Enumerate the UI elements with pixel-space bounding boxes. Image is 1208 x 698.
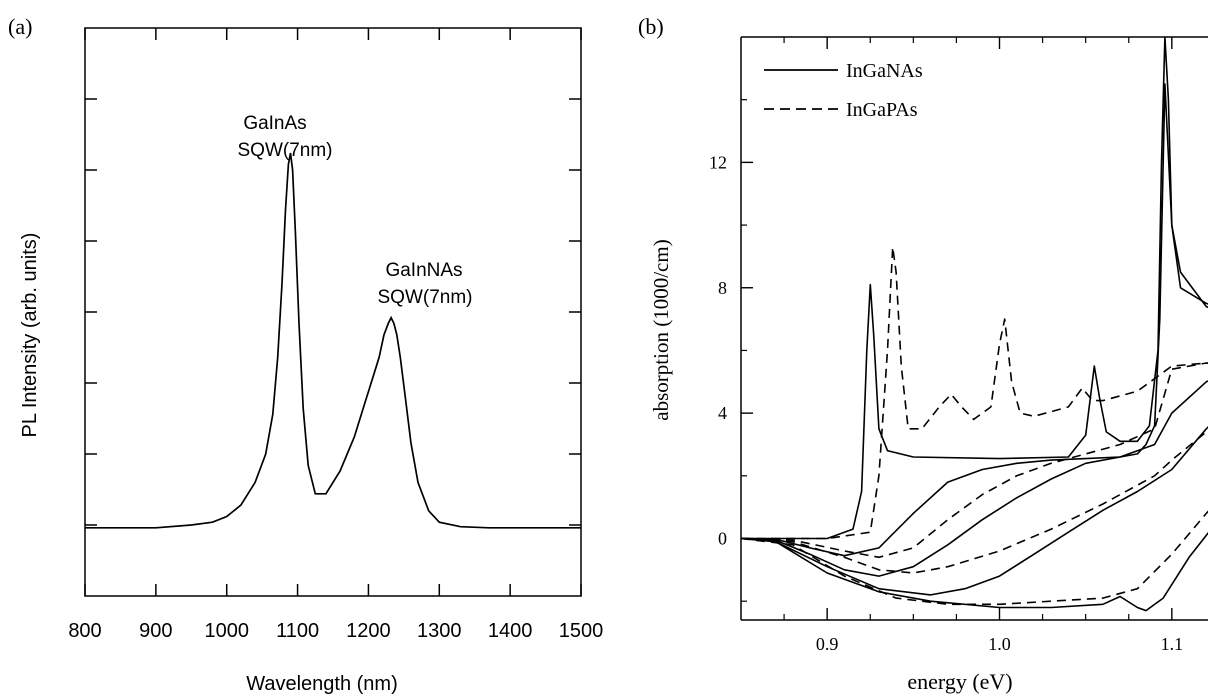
- panel-a-x-axis-label: Wavelength (nm): [246, 673, 398, 695]
- panel-b-x-axis-label: energy (eV): [907, 669, 1012, 694]
- panel-a-annotation-gainnas-2: SQW(7nm): [378, 287, 473, 308]
- panel-b-curve-ingapas: [741, 247, 1208, 539]
- panel-b-curve-ingaanas: [741, 476, 1208, 611]
- panel-a-annotation-gainnas-1: GaInNAs: [385, 260, 462, 281]
- panel-b-curve-ingaanas: [741, 37, 1208, 539]
- panel-a-x-tick-label: 1300: [417, 620, 462, 642]
- panel-b-curve-ingapas: [741, 363, 1208, 557]
- panel-a-x-tick-label: 1100: [276, 620, 319, 642]
- panel-a-frame: [85, 28, 581, 596]
- panel-a-ticks: [85, 28, 581, 596]
- panel-b-y-tick-label: 0: [718, 529, 727, 549]
- legend-label-ingapas: InGaPAs: [846, 99, 918, 121]
- panel-a-x-tick-label: 1200: [346, 620, 391, 642]
- legend-label-ingaanas: InGaNAs: [846, 60, 923, 82]
- panel-a-x-tick-label: 1500: [559, 620, 604, 642]
- panel-b-y-tick-label: 4: [718, 403, 727, 423]
- panel-a: (a) 800 900 1000 1100 1200 1300 1400 1500 GaInA…: [8, 14, 603, 695]
- panel-a-spectrum-line: [85, 153, 581, 528]
- panel-a-x-tick-label: 1000: [204, 620, 249, 642]
- panel-b-legend: InGaNAs InGaPAs: [764, 60, 923, 121]
- panel-b-curve-ingapas: [741, 457, 1208, 604]
- panel-b-y-tick-label: 8: [718, 278, 727, 298]
- panel-b-curve-ingapas: [741, 398, 1208, 574]
- panel-b-ticks: [741, 37, 1172, 620]
- panel-b-y-tick-label: 12: [709, 152, 727, 172]
- panel-b-curves: [741, 37, 1208, 611]
- panel-a-tick-labels: 800 900 1000 1100 1200 1300 1400 1500: [68, 620, 603, 642]
- panel-a-x-tick-label: 800: [68, 620, 101, 642]
- panel-b-x-tick-label: 1.1: [1161, 634, 1184, 654]
- panel-b-y-axis-label: absorption (1000/cm): [649, 239, 673, 420]
- panel-a-x-tick-label: 900: [139, 620, 172, 642]
- panel-a-y-axis-label: PL Intensity (arb. units): [19, 233, 41, 438]
- panel-b-curve-ingaanas: [741, 84, 1208, 556]
- panel-b-label: (b): [638, 14, 664, 39]
- panel-b-curve-ingaanas: [741, 357, 1208, 576]
- panel-b-tick-labels: 0.9 1.0 1.1 0 4 8 12: [709, 152, 1183, 654]
- panel-a-annotation-gainas-1: GaInAs: [243, 113, 306, 134]
- panel-a-annotation-gainas-2: SQW(7nm): [238, 140, 333, 161]
- panel-b-x-tick-label: 1.0: [988, 634, 1011, 654]
- panel-a-x-tick-label: 1400: [488, 620, 533, 642]
- panel-b: (b) 0.9 1.0 1.1 0 4 8 12 InGaNAs InGaPAs energ…: [638, 14, 1208, 694]
- panel-a-label: (a): [8, 14, 32, 39]
- panel-b-x-tick-label: 0.9: [816, 634, 839, 654]
